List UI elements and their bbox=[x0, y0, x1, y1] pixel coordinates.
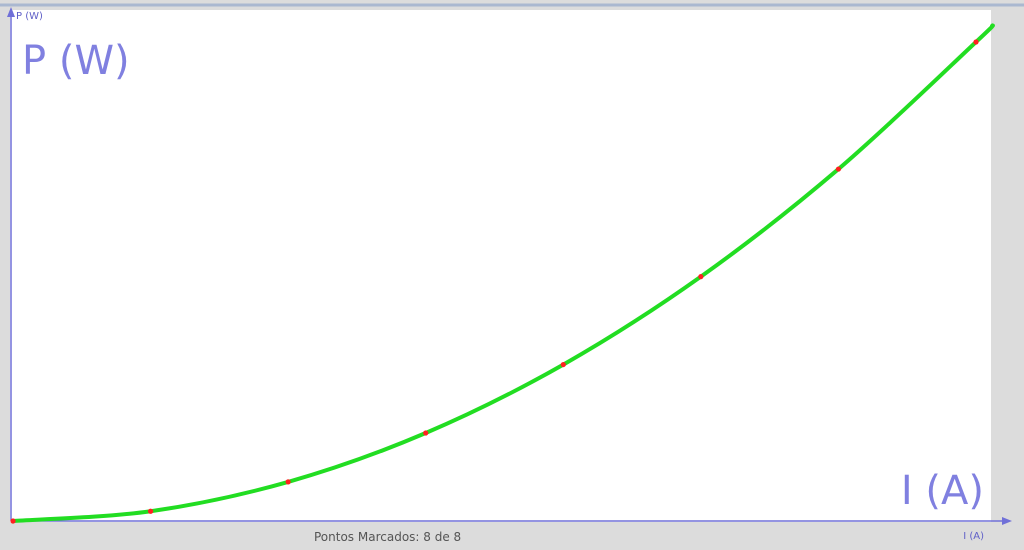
y-axis-label: P (W) bbox=[22, 38, 130, 84]
data-point-5[interactable] bbox=[698, 274, 704, 280]
x-axis-arrow bbox=[1002, 517, 1012, 525]
data-point-0[interactable] bbox=[10, 518, 16, 524]
data-point-6[interactable] bbox=[835, 166, 842, 172]
points-status: Pontos Marcados: 8 de 8 bbox=[314, 530, 461, 544]
x-axis-label: I (A) bbox=[901, 468, 984, 514]
y-axis-tag: P (W) bbox=[16, 11, 43, 22]
data-point-3[interactable] bbox=[423, 430, 429, 436]
data-point-2[interactable] bbox=[285, 479, 291, 485]
x-axis-tag: I (A) bbox=[963, 531, 984, 542]
data-point-1[interactable] bbox=[147, 508, 154, 514]
data-point-7[interactable] bbox=[973, 39, 979, 45]
plot-area bbox=[10, 10, 991, 522]
y-axis-arrow bbox=[7, 7, 15, 17]
marker-layer bbox=[10, 39, 979, 524]
data-point-4[interactable] bbox=[560, 361, 566, 368]
